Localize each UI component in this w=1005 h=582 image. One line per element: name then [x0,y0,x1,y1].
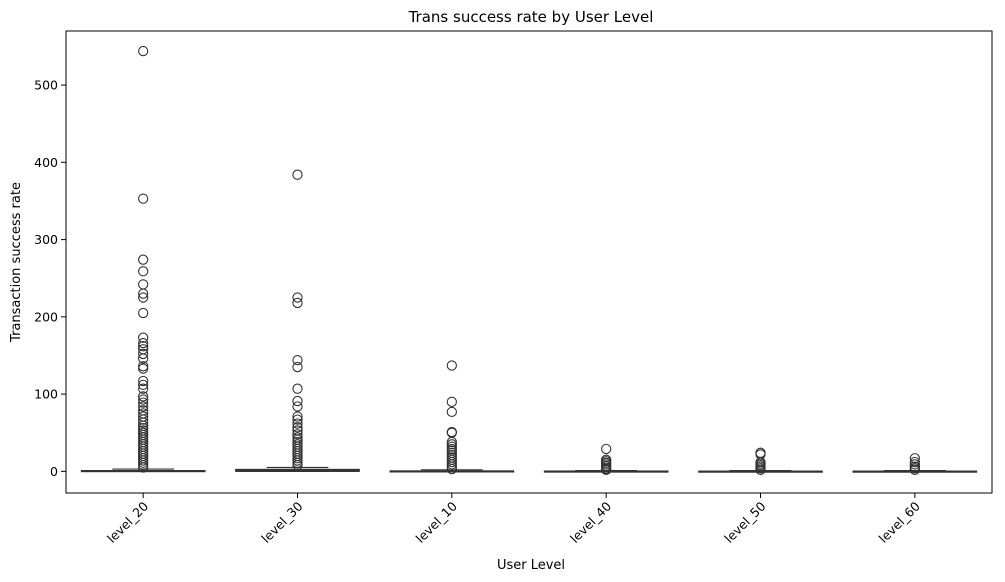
outlier-point [138,292,149,303]
outlier-point [138,307,149,319]
outlier-point [292,460,303,471]
outlier-point [138,457,149,469]
outlier-point [138,361,149,372]
outlier-point [909,456,920,468]
box-group-level_50 [698,447,823,475]
outlier-point [138,279,149,290]
outlier-point [138,397,149,408]
outlier-point [138,383,149,394]
outlier-point [138,341,149,352]
x-tick-label: level_40 [567,498,614,545]
outlier-point [601,464,612,475]
outlier-point [446,456,457,468]
outlier-point [446,439,457,450]
outlier-point [292,453,303,464]
y-tick-label: 0 [50,464,58,479]
x-tick-label: level_50 [721,498,768,545]
outlier-point [755,464,766,475]
outlier-point [138,455,149,466]
outlier-point [446,459,457,470]
outlier-point [138,401,149,412]
outlier-point [446,436,457,448]
box-group-level_10 [389,360,515,475]
box-group-level_40 [543,443,669,475]
outlier-point [138,417,149,428]
outlier-point [138,348,149,360]
outlier-point [138,460,149,471]
x-axis-title: User Level [497,558,565,573]
outlier-point [292,297,303,309]
outlier-point [446,396,457,407]
plot-area [80,45,978,475]
outlier-point [292,292,303,303]
outlier-point [446,463,457,475]
outlier-point [446,441,457,452]
outlier-point [292,401,303,412]
outlier-point [138,462,149,473]
outlier-point [292,455,303,466]
y-tick-label: 100 [34,387,58,402]
chart-title: Trans success rate by User Level [408,8,654,26]
y-tick-label: 300 [34,232,58,247]
outlier-point [292,411,303,422]
y-tick-label: 500 [34,78,58,93]
outlier-point [292,422,303,433]
outlier-point [292,418,303,429]
outlier-point [138,266,149,277]
outlier-point [138,332,149,343]
outlier-point [138,193,149,204]
outlier-point [138,254,149,265]
plot-frame [65,30,993,494]
outlier-point [446,427,457,438]
outlier-point [446,406,457,418]
box-group-level_20 [80,45,206,473]
outlier-point [292,457,303,469]
outlier-point [138,391,149,402]
outlier-point [138,353,149,364]
outlier-point [138,414,149,425]
outlier-point [292,429,303,440]
y-tick-label: 400 [34,155,58,170]
outlier-point [138,288,149,299]
outlier-point [446,360,457,371]
outlier-point [292,169,303,180]
outlier-point [292,414,303,425]
outlier-point [138,45,149,57]
outlier-point [601,443,612,455]
outlier-point [138,394,149,405]
outlier-point [138,363,149,374]
outlier-point [909,459,920,470]
outlier-point [446,461,457,472]
outlier-point [909,453,920,464]
x-tick-label: level_10 [413,498,460,545]
outlier-point [292,395,303,407]
outlier-point [909,464,920,475]
x-tick-label: level_20 [104,498,151,545]
outlier-point [292,383,303,394]
box-group-level_60 [852,453,978,475]
x-tick-label: level_60 [876,498,923,545]
outlier-point [292,354,303,366]
outlier-point [138,337,149,349]
outlier-point [138,375,149,387]
outlier-point [292,361,303,373]
box-group-level_30 [235,169,360,472]
outlier-point [138,379,149,390]
y-tick-label: 200 [34,309,58,324]
axes: 0 100 200 300 400 500 level_20 level_30 level_10… [34,78,923,546]
y-axis-title: Transaction success rate [9,182,24,343]
x-tick-label: level_30 [258,498,305,545]
